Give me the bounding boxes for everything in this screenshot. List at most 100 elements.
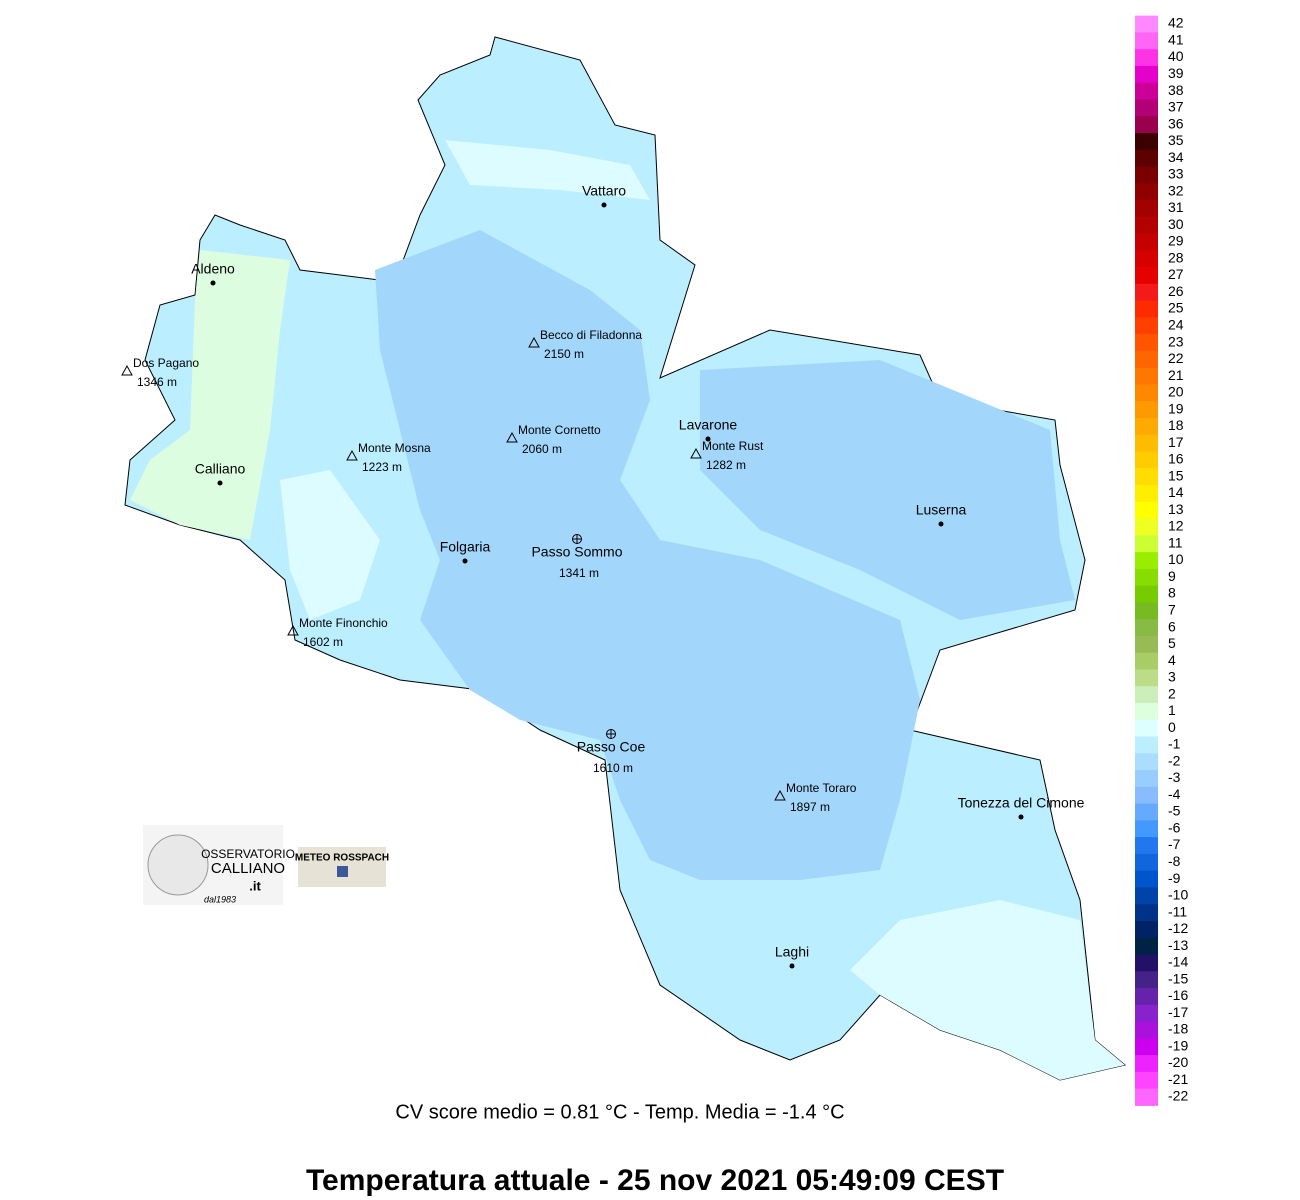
legend-label: -17 (1168, 1004, 1188, 1020)
legend-swatch (1135, 602, 1158, 620)
legend-label: 13 (1168, 501, 1184, 517)
legend-label: -14 (1168, 954, 1188, 970)
legend-swatch (1135, 753, 1158, 771)
legend-label: 15 (1168, 467, 1184, 483)
legend-label: 34 (1168, 149, 1184, 165)
legend-label: 22 (1168, 350, 1184, 366)
legend-swatch (1135, 401, 1158, 419)
peak-elevation: 1282 m (706, 458, 746, 472)
logo-icon (337, 866, 348, 877)
legend-swatch (1135, 283, 1158, 302)
legend-label: -19 (1168, 1037, 1188, 1053)
legend-label: -6 (1168, 819, 1181, 835)
legend-swatch (1135, 669, 1158, 687)
legend-label: 10 (1168, 551, 1184, 567)
legend-swatch (1135, 132, 1158, 151)
legend-label: 38 (1168, 82, 1184, 98)
legend-label: -20 (1168, 1054, 1188, 1070)
legend-label: -21 (1168, 1071, 1188, 1087)
legend-label: 0 (1168, 719, 1176, 735)
legend-swatch (1135, 719, 1158, 738)
legend-swatch (1135, 803, 1158, 821)
legend-swatch (1135, 233, 1158, 251)
pass-name: Passo Coe (577, 739, 646, 755)
peak-name: Dos Pagano (133, 356, 199, 370)
legend-swatch (1135, 350, 1158, 369)
legend-swatch (1135, 1055, 1158, 1073)
legend-label: -16 (1168, 987, 1188, 1003)
town-dot (938, 521, 944, 527)
peak-elevation: 1223 m (362, 460, 402, 474)
legend-swatch (1135, 65, 1158, 84)
peak-elevation: 2060 m (522, 442, 562, 456)
town-label: Calliano (195, 461, 246, 477)
town-dot (217, 480, 223, 486)
terrain (124, 36, 1127, 1081)
legend-label: 33 (1168, 166, 1184, 182)
town-label: Lavarone (679, 417, 738, 433)
legend-swatch (1135, 1021, 1158, 1039)
legend-label: -5 (1168, 803, 1181, 819)
legend-label: 21 (1168, 367, 1184, 383)
town-label: Aldeno (191, 261, 235, 277)
legend-swatch (1135, 99, 1158, 117)
legend-swatch (1135, 1038, 1158, 1056)
town-dot (1018, 814, 1024, 820)
stats: CV score medio = 0.81 °C - Temp. Media =… (395, 1101, 844, 1123)
legend-label: 40 (1168, 48, 1184, 64)
legend-label: 28 (1168, 249, 1184, 265)
legend-swatch (1135, 49, 1158, 67)
legend-swatch (1135, 200, 1158, 218)
legend-label: 6 (1168, 618, 1176, 634)
logo-meteo: METEO ROSSPACH (295, 847, 389, 887)
legend-label: 31 (1168, 199, 1184, 215)
legend-label: -9 (1168, 870, 1181, 886)
legend-swatch (1135, 552, 1158, 570)
legend-label: 19 (1168, 400, 1184, 416)
legend-swatch (1135, 736, 1158, 754)
peak-marker (287, 624, 299, 636)
legend-label: 7 (1168, 602, 1176, 618)
legend-swatch (1135, 652, 1158, 670)
legend-swatch (1135, 904, 1158, 922)
legend-swatch (1135, 82, 1158, 100)
legend-swatch (1135, 15, 1158, 33)
legend-label: 1 (1168, 702, 1176, 718)
legend-swatch (1135, 267, 1158, 285)
town-label: Laghi (775, 944, 809, 960)
peak-marker (528, 336, 540, 348)
legend-label: -11 (1168, 903, 1187, 919)
legend-label: -13 (1168, 937, 1188, 953)
legend-label: -18 (1168, 1021, 1188, 1037)
legend-label: 35 (1168, 132, 1184, 148)
legend-swatch (1135, 116, 1158, 134)
legend-swatch (1135, 954, 1158, 972)
peak-elevation: 1897 m (790, 800, 830, 814)
legend-swatch (1135, 870, 1158, 888)
legend-label: -12 (1168, 920, 1188, 936)
legend-swatch (1135, 300, 1158, 318)
legend-swatch (1135, 518, 1158, 536)
logo-text: dal1983 (204, 894, 236, 904)
legend-label: 29 (1168, 233, 1184, 249)
legend-label: -10 (1168, 887, 1188, 903)
mild-zone (280, 470, 380, 620)
peak-marker (121, 364, 133, 376)
legend-label: 14 (1168, 484, 1184, 500)
town-dot (210, 280, 216, 286)
legend-label: 5 (1168, 635, 1176, 651)
legend-label: 23 (1168, 333, 1184, 349)
legend-label: -8 (1168, 853, 1181, 869)
legend-swatch (1135, 703, 1158, 721)
town-label: Tonezza del Cimone (958, 795, 1085, 811)
legend-swatch (1135, 1088, 1158, 1106)
peak-name: Monte Rust (702, 439, 764, 453)
peak-elevation: 2150 m (544, 347, 584, 361)
legend-swatch (1135, 468, 1158, 486)
town-label: Luserna (916, 502, 967, 518)
legend-label: 42 (1168, 15, 1184, 31)
logo-text: CALLIANO (211, 860, 285, 877)
legend-swatch (1135, 434, 1158, 453)
legend-swatch (1135, 317, 1158, 335)
legend-label: 41 (1168, 31, 1184, 47)
